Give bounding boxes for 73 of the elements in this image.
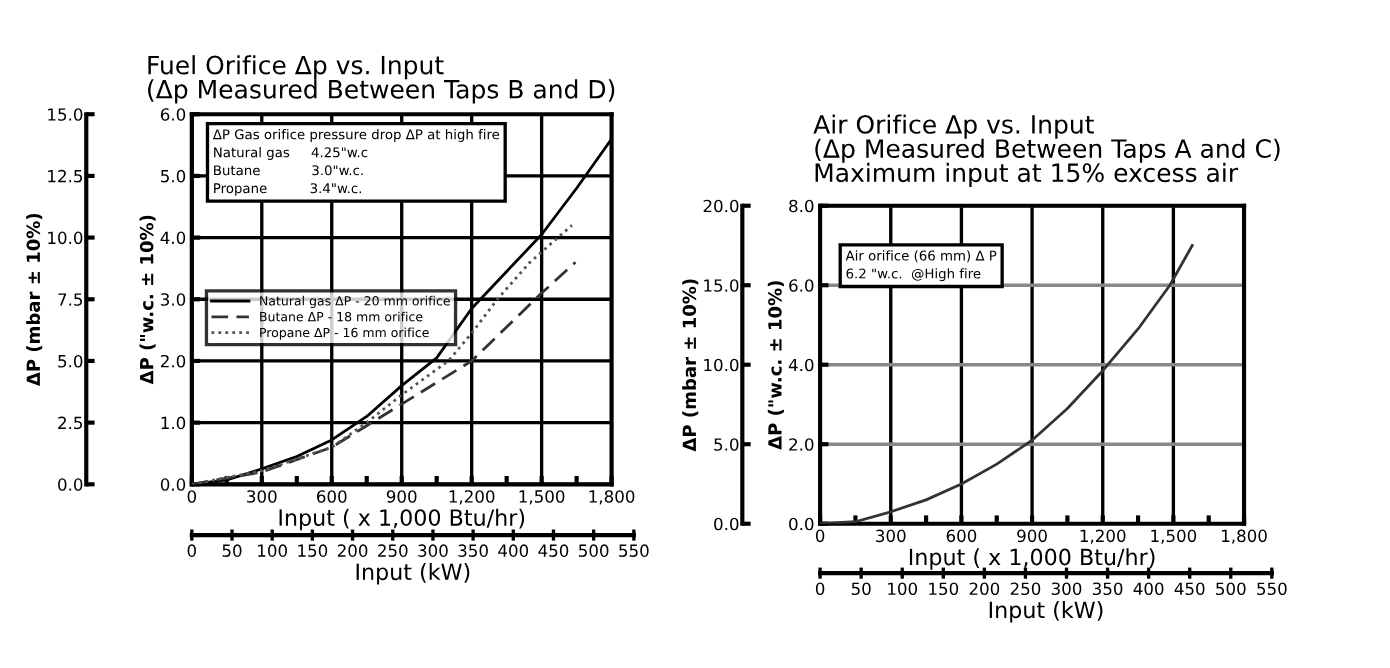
x-tick-label: 1,800 [1222, 529, 1267, 544]
x-tick-label: 1,500 [519, 490, 565, 505]
y-axis-title: ΔP ("w.c. ± 10%) [767, 281, 784, 450]
x2-tick-label: 200 [337, 544, 368, 557]
x-tick-label: 1,500 [1151, 529, 1197, 544]
y2-tick-label: 12.5 [48, 169, 83, 183]
x-tick-label: 900 [386, 490, 417, 503]
y-tick-label: 2.0 [160, 354, 186, 368]
y2-tick-label: 15.0 [48, 108, 83, 121]
y-tick-label: 6.0 [160, 108, 186, 121]
x-tick-label: 600 [946, 529, 977, 543]
x2-tick-label: 150 [929, 582, 959, 596]
x-tick-label: 0 [815, 529, 825, 543]
y-tick-label: 0.0 [160, 478, 186, 491]
y2-tick-label: 15.0 [704, 279, 739, 292]
x-tick-label: 1,200 [449, 490, 495, 505]
x-tick-label: 900 [1017, 529, 1047, 543]
x-tick-label: 0 [187, 490, 197, 503]
x2-tick-label: 100 [258, 544, 287, 557]
x2-tick-label: 350 [1092, 582, 1123, 596]
y2-axis-title: ΔP (mbar ± 10%) [26, 213, 43, 387]
x2-tick-label: 50 [851, 582, 871, 596]
x2-tick-label: 200 [969, 582, 1000, 596]
y2-tick-label: 0.0 [58, 478, 83, 491]
chart-title: Air Orifice Δp vs. Input (Δp Measured Between Taps A and C) Maximum input at 15% excess air [813, 114, 1280, 188]
x2-tick-label: 500 [1216, 582, 1246, 596]
x-tick-label: 300 [876, 529, 906, 543]
x2-tick-label: 450 [1174, 582, 1205, 596]
x2-tick-label: 550 [619, 544, 649, 557]
y2-tick-label: 2.5 [58, 416, 83, 430]
y2-axis-title: ΔP (mbar ± 10%) [682, 279, 699, 452]
x2-axis-title: Input (kW) [356, 562, 470, 585]
x2-tick-label: 150 [298, 544, 328, 557]
y-tick-label: 5.0 [161, 169, 186, 183]
x2-tick-label: 250 [378, 544, 408, 557]
y-tick-label: 0.0 [789, 517, 814, 531]
x2-tick-label: 300 [418, 544, 448, 557]
x2-tick-label: 400 [1133, 582, 1164, 596]
line-series [820, 244, 1194, 524]
x2-tick-label: 0 [815, 582, 825, 596]
chart-title: Fuel Orifice Δp vs. Input (Δp Measured Between Taps B and D) [148, 55, 615, 104]
x2-tick-label: 450 [538, 544, 569, 557]
x2-tick-label: 550 [1257, 582, 1287, 596]
x-axis-title: Input ( x 1,000 Btu/hr) [909, 548, 1155, 570]
x2-tick-label: 500 [579, 544, 609, 557]
x2-tick-label: 350 [458, 544, 488, 557]
y-tick-label: 2.0 [789, 438, 814, 451]
y2-tick-label: 20.0 [703, 199, 739, 213]
x-tick-label: 1,800 [589, 490, 635, 505]
x2-tick-label: 100 [888, 582, 918, 596]
y-tick-label: 4.0 [788, 358, 814, 372]
x2-tick-label: 50 [222, 544, 242, 557]
x-tick-label: 1,200 [1080, 529, 1126, 544]
x2-tick-label: 400 [498, 544, 529, 557]
y2-tick-label: 5.0 [714, 438, 739, 451]
y-tick-label: 8.0 [789, 199, 814, 213]
y2-tick-label: 0.0 [714, 517, 739, 531]
x-tick-label: 300 [247, 490, 277, 503]
y2-tick-label: 10.0 [704, 358, 739, 372]
y-tick-label: 6.0 [789, 279, 814, 292]
y-axis-title: ΔP ("w.c. ± 10%) [139, 215, 156, 385]
y2-tick-label: 10.0 [48, 231, 83, 245]
x2-axis-title: Input (kW) [989, 601, 1103, 623]
y-tick-label: 3.0 [161, 293, 186, 306]
x2-tick-label: 300 [1051, 582, 1082, 596]
y2-tick-label: 7.5 [58, 293, 83, 306]
x2-tick-label: 250 [1010, 582, 1041, 596]
y-tick-label: 1.0 [161, 416, 186, 430]
x-axis-title: Input ( x 1,000 Btu/hr) [279, 508, 525, 531]
x-tick-label: 600 [317, 490, 347, 503]
y-tick-label: 4.0 [160, 231, 186, 245]
y2-tick-label: 5.0 [58, 354, 83, 368]
x2-tick-label: 0 [187, 544, 197, 557]
